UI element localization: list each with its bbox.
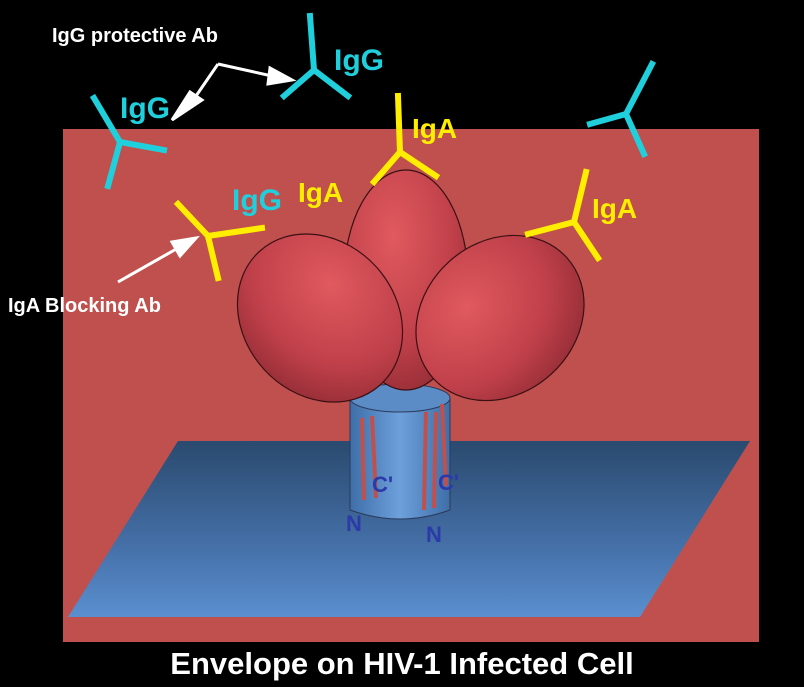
iga-antibody-left xyxy=(173,199,266,282)
c-terminus-left-label: C' xyxy=(372,472,393,497)
igg-antibody-top xyxy=(279,12,353,101)
igg-antibody-left xyxy=(89,93,168,190)
cell-membrane xyxy=(68,441,750,617)
iga-blocking-arrow xyxy=(117,235,200,284)
igg-label-mid: IgG xyxy=(232,184,282,217)
iga-blocking-annotation: IgA Blocking Ab xyxy=(8,295,161,317)
envelope-stalk xyxy=(349,383,451,520)
iga-label-right: IgA xyxy=(592,193,637,224)
iga-label-left: IgA xyxy=(298,177,343,208)
iga-antibody-center xyxy=(369,92,441,187)
diagram-caption: Envelope on HIV-1 Infected Cell xyxy=(170,646,633,681)
c-terminus-right-label: C' xyxy=(438,470,459,495)
igg-protective-arrows xyxy=(170,62,297,122)
igg-label-top: IgG xyxy=(334,44,384,77)
n-terminus-right-label: N xyxy=(426,522,442,547)
iga-antibody-right xyxy=(524,168,603,263)
iga-label-center: IgA xyxy=(412,113,457,144)
igg-label-left: IgG xyxy=(120,92,170,125)
igg-protective-annotation: IgG protective Ab xyxy=(52,25,218,47)
igg-antibody-right xyxy=(586,59,657,158)
gp120-lobe-right xyxy=(415,234,585,402)
gp120-lobe-left xyxy=(236,233,404,403)
envelope-trimer xyxy=(236,169,585,403)
n-terminus-left-label: N xyxy=(346,511,362,536)
